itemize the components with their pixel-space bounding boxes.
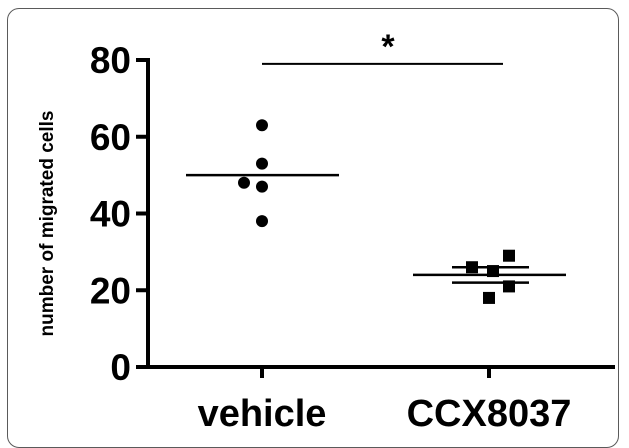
data-point [256,157,268,170]
data-point [483,291,495,304]
x-tick-label: vehicle [198,393,327,433]
data-point [256,215,268,228]
x-ticks: vehicle CCX8037 [198,367,572,433]
summary-lines [186,173,566,284]
y-tick-label: 80 [90,40,131,81]
significance-mark: * [381,28,395,66]
figure-frame [7,8,619,448]
data-points [238,119,515,304]
y-tick-label: 0 [110,347,131,388]
scatter-chart: 0 20 40 60 80 vehicle CCX8037 number of migra… [37,28,615,433]
data-point [238,176,250,189]
data-point [503,249,515,262]
data-point [256,180,268,193]
data-point [256,119,268,132]
y-tick-label: 60 [90,117,131,158]
y-tick-label: 40 [90,194,131,235]
y-ticks: 0 20 40 60 80 [90,40,148,388]
y-tick-label: 20 [90,270,131,311]
x-tick-label: CCX8037 [407,393,572,433]
y-axis-title: number of migrated cells [37,111,58,337]
